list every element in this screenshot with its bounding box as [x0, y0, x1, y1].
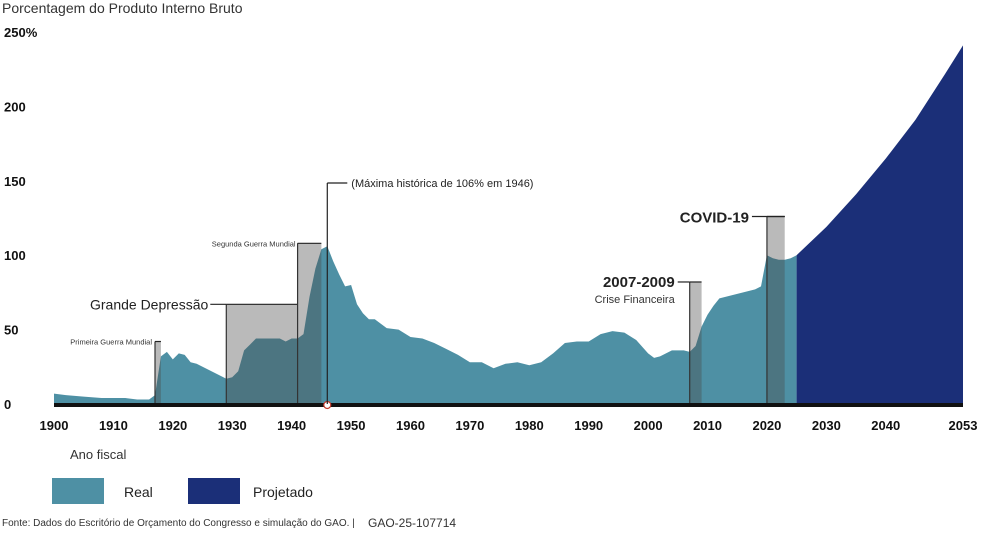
y-tick-label-50: 50	[4, 323, 18, 338]
legend-swatch-projected	[188, 478, 240, 504]
source-note: Fonte: Dados do Escritório de Orçamento …	[2, 518, 355, 529]
legend-label-real: Real	[124, 484, 153, 500]
x-tick-label-2053: 2053	[949, 418, 978, 433]
annotation-sublabel-financial: Crise Financeira	[595, 294, 676, 306]
x-tick-label-1970: 1970	[455, 418, 484, 433]
annotation-bands	[154, 215, 785, 404]
x-tick-label-2010: 2010	[693, 418, 722, 433]
projected-area	[796, 45, 963, 405]
x-tick-label-1990: 1990	[574, 418, 603, 433]
axes: 250% 200 150 100 50 0 1900 1910 1920 1930 1940 1950…	[4, 25, 977, 433]
annotation-label-wwi: Primeira Guerra Mundial	[70, 338, 152, 347]
y-tick-label-0: 0	[4, 397, 11, 412]
annotation-band-3	[689, 282, 702, 404]
annotation-label-covid: COVID-19	[680, 210, 749, 227]
annotation-band-1	[226, 304, 298, 404]
peak-label: (Máxima histórica de 106% em 1946)	[351, 178, 533, 190]
annotation-band-2	[297, 243, 322, 404]
x-tick-label-1900: 1900	[40, 418, 69, 433]
legend-title: Ano fiscal	[70, 447, 127, 462]
annotation-labels: Primeira Guerra Mundial Grande Depressão S…	[70, 178, 785, 404]
source-id: GAO-25-107714	[368, 516, 457, 530]
real-area	[54, 246, 797, 404]
annotation-label-wwii: Segunda Guerra Mundial	[212, 239, 296, 248]
annotation-label-financial: 2007-2009	[603, 274, 675, 291]
x-tick-label-2030: 2030	[812, 418, 841, 433]
x-tick-label-1920: 1920	[158, 418, 187, 433]
y-tick-label-100: 100	[4, 248, 26, 263]
projected-series-group	[796, 45, 963, 405]
y-axis-title: Porcentagem do Produto Interno Bruto	[2, 0, 243, 16]
x-tick-label-1910: 1910	[99, 418, 128, 433]
annotation-band-0	[155, 341, 161, 404]
annotation-label-depression: Grande Depressão	[90, 296, 209, 312]
x-tick-label-2020: 2020	[752, 418, 781, 433]
x-tick-label-1960: 1960	[396, 418, 425, 433]
real-series-group	[54, 246, 797, 404]
x-tick-label-1980: 1980	[515, 418, 544, 433]
x-tick-label-1940: 1940	[277, 418, 306, 433]
y-tick-label-200: 200	[4, 99, 26, 114]
x-tick-label-2000: 2000	[634, 418, 663, 433]
y-tick-label-150: 150	[4, 174, 26, 189]
legend-swatch-real	[52, 478, 104, 504]
x-tick-label-1930: 1930	[218, 418, 247, 433]
x-tick-label-2040: 2040	[871, 418, 900, 433]
annotation-band-4	[766, 216, 785, 404]
y-tick-label-250: 250%	[4, 25, 38, 40]
x-tick-label-1950: 1950	[337, 418, 366, 433]
legend-label-projected: Projetado	[253, 484, 313, 500]
